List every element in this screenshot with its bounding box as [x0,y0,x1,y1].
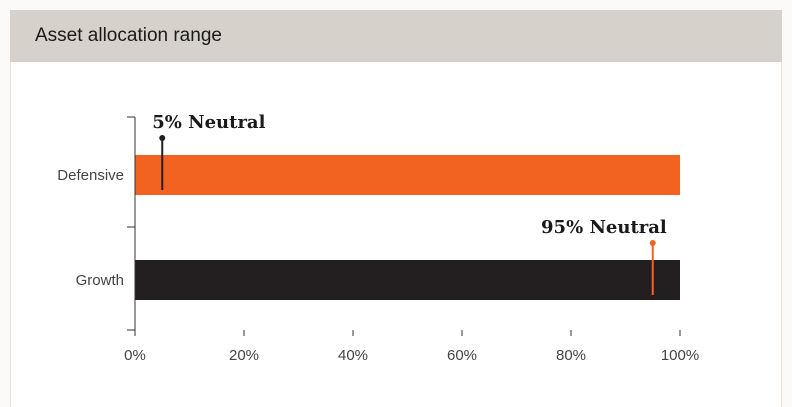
neutral-marker-dot [159,135,166,141]
card-header: Asset allocation range [10,10,782,62]
x-tick-label: 20% [229,347,259,364]
x-tick-label: 80% [556,347,586,364]
category-label-growth: Growth [76,272,124,289]
x-tick-label: 0% [124,347,146,364]
neutral-annotation-label: 95% Neutral [541,217,667,238]
bar-defensive [135,155,680,195]
x-tick-label: 40% [338,347,368,364]
chart-area [10,62,782,407]
x-tick-label: 60% [447,347,477,364]
x-tick-label: 100% [661,347,699,364]
bar-growth [135,260,680,300]
neutral-marker-dot [649,240,656,246]
neutral-annotation-label: 5% Neutral [152,112,265,133]
chart-title: Asset allocation range [35,25,222,46]
category-label-defensive: Defensive [57,167,124,184]
